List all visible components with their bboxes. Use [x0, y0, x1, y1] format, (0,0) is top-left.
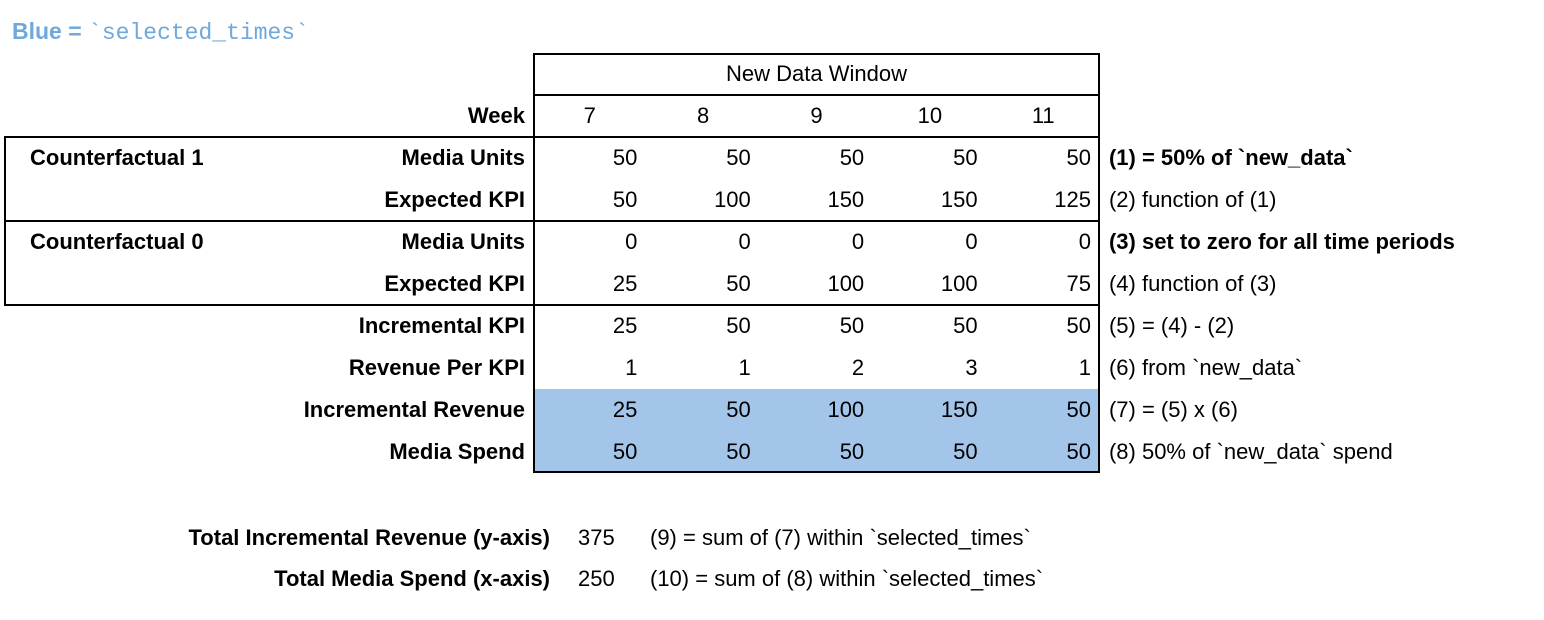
data-cell: 0	[625, 229, 638, 254]
data-cell: 50	[612, 145, 638, 170]
total-value: 250	[578, 565, 615, 591]
row-note: (7) = (5) x (6)	[1108, 397, 1238, 422]
total-incremental-revenue-row: Total Incremental Revenue (y-axis) 375 (…	[4, 517, 1544, 558]
data-cell: 50	[726, 145, 751, 170]
row-label: Media Units	[401, 229, 525, 254]
total-note: (10) = sum of (8) within `selected_times…	[650, 565, 1044, 591]
totals-section: Total Incremental Revenue (y-axis) 375 (…	[4, 517, 1544, 599]
week-cell: 8	[696, 103, 710, 128]
data-cell: 150	[827, 187, 865, 212]
data-cell: 1	[1078, 355, 1091, 380]
data-cell: 50	[726, 397, 751, 422]
table-row-incremental-revenue: Incremental Revenue 25 50 100 150 50 (7)…	[4, 389, 1544, 431]
week-cell: 10	[917, 103, 943, 128]
table-row-media-units-cf0: Media Units 0 0 0 0 0 (3) set to zero fo…	[4, 221, 1544, 263]
data-cell: 75	[1066, 271, 1091, 296]
week-cell: 11	[1031, 103, 1055, 128]
row-note: (3) set to zero for all time periods	[1108, 229, 1455, 254]
data-cell: 25	[612, 271, 638, 296]
data-cell: 50	[726, 271, 751, 296]
total-note: (9) = sum of (7) within `selected_times`	[650, 524, 1031, 550]
table-row-expected-kpi-cf1: Expected KPI 50 100 150 150 125 (2) func…	[4, 179, 1544, 221]
table-row-expected-kpi-cf0: Expected KPI 25 50 100 100 75 (4) functi…	[4, 263, 1544, 305]
legend-label: Blue =	[12, 18, 89, 44]
row-note: (8) 50% of `new_data` spend	[1108, 439, 1393, 464]
data-cell: 25	[612, 313, 638, 338]
counterfactual-table: New Data Window Counterfactual 1 Counter…	[4, 53, 1544, 473]
row-label: Revenue Per KPI	[348, 355, 525, 380]
data-cell: 1	[738, 355, 751, 380]
data-cell: 50	[612, 439, 638, 464]
data-cell: 50	[1066, 397, 1091, 422]
counterfactual0-bottom-line	[4, 304, 1100, 306]
row-note: (5) = (4) - (2)	[1108, 313, 1235, 338]
label-box-left-border	[4, 136, 6, 306]
row-label: Media Spend	[389, 439, 525, 464]
week-row-label: Week	[467, 103, 525, 128]
data-cell: 50	[1066, 313, 1091, 338]
data-cell: 100	[714, 187, 751, 212]
table-row-incremental-kpi: Incremental KPI 25 50 50 50 50 (5) = (4)…	[4, 305, 1544, 347]
data-cell: 50	[612, 187, 638, 212]
data-cell: 125	[1054, 187, 1091, 212]
week-cell: 7	[583, 103, 596, 128]
group-label-counterfactual-0: Counterfactual 0	[30, 229, 204, 254]
data-cell: 50	[953, 439, 978, 464]
selected-times-highlight	[533, 389, 1100, 473]
row-label: Incremental KPI	[358, 313, 525, 338]
data-cell: 0	[1078, 229, 1091, 254]
legend-code: `selected_times`	[88, 20, 309, 46]
total-media-spend-row: Total Media Spend (x-axis) 250 (10) = su…	[4, 558, 1544, 599]
week-divider-line	[4, 136, 1100, 138]
data-cell: 50	[953, 145, 978, 170]
row-note: (1) = 50% of `new_data`	[1108, 145, 1353, 170]
data-cell: 50	[1066, 439, 1091, 464]
data-cell: 0	[738, 229, 751, 254]
row-label: Media Units	[401, 145, 525, 170]
window-title: New Data Window	[726, 61, 907, 86]
data-cell: 50	[839, 145, 865, 170]
row-note: (6) from `new_data`	[1108, 355, 1303, 380]
table-row-revenue-per-kpi: Revenue Per KPI 1 1 2 3 1 (6) from `new_…	[4, 347, 1544, 389]
data-cell: 50	[953, 313, 978, 338]
row-label: Expected KPI	[384, 187, 525, 212]
total-label: Total Incremental Revenue (y-axis)	[188, 524, 551, 550]
week-cell: 9	[810, 103, 823, 128]
header-divider-line	[533, 94, 1100, 96]
legend: Blue = `selected_times`	[12, 16, 309, 48]
row-note: (2) function of (1)	[1108, 187, 1277, 212]
total-value: 375	[578, 524, 615, 550]
data-cell: 50	[726, 439, 751, 464]
table-row-media-spend: Media Spend 50 50 50 50 50 (8) 50% of `n…	[4, 431, 1544, 473]
data-cell: 100	[827, 397, 865, 422]
table-row-media-units-cf1: Media Units 50 50 50 50 50 (1) = 50% of …	[4, 137, 1544, 179]
data-cell: 150	[940, 187, 978, 212]
data-cell: 25	[612, 397, 638, 422]
total-label: Total Media Spend (x-axis)	[274, 565, 550, 591]
row-note: (4) function of (3)	[1108, 271, 1277, 296]
data-cell: 50	[1066, 145, 1091, 170]
data-cell: 50	[726, 313, 751, 338]
data-cell: 50	[839, 439, 865, 464]
row-label: Expected KPI	[384, 271, 525, 296]
data-cell: 0	[965, 229, 978, 254]
data-cell: 100	[940, 271, 978, 296]
data-cell: 2	[851, 355, 865, 380]
data-cell: 0	[851, 229, 865, 254]
data-cell: 150	[940, 397, 978, 422]
data-cell: 50	[839, 313, 865, 338]
data-cell: 100	[827, 271, 865, 296]
row-label: Incremental Revenue	[303, 397, 525, 422]
week-row: Week 7 8 9 10 11	[4, 95, 1544, 137]
counterfactual-divider-line	[4, 220, 1100, 222]
group-label-counterfactual-1: Counterfactual 1	[30, 145, 204, 170]
data-cell: 1	[625, 355, 638, 380]
data-cell: 3	[965, 355, 978, 380]
